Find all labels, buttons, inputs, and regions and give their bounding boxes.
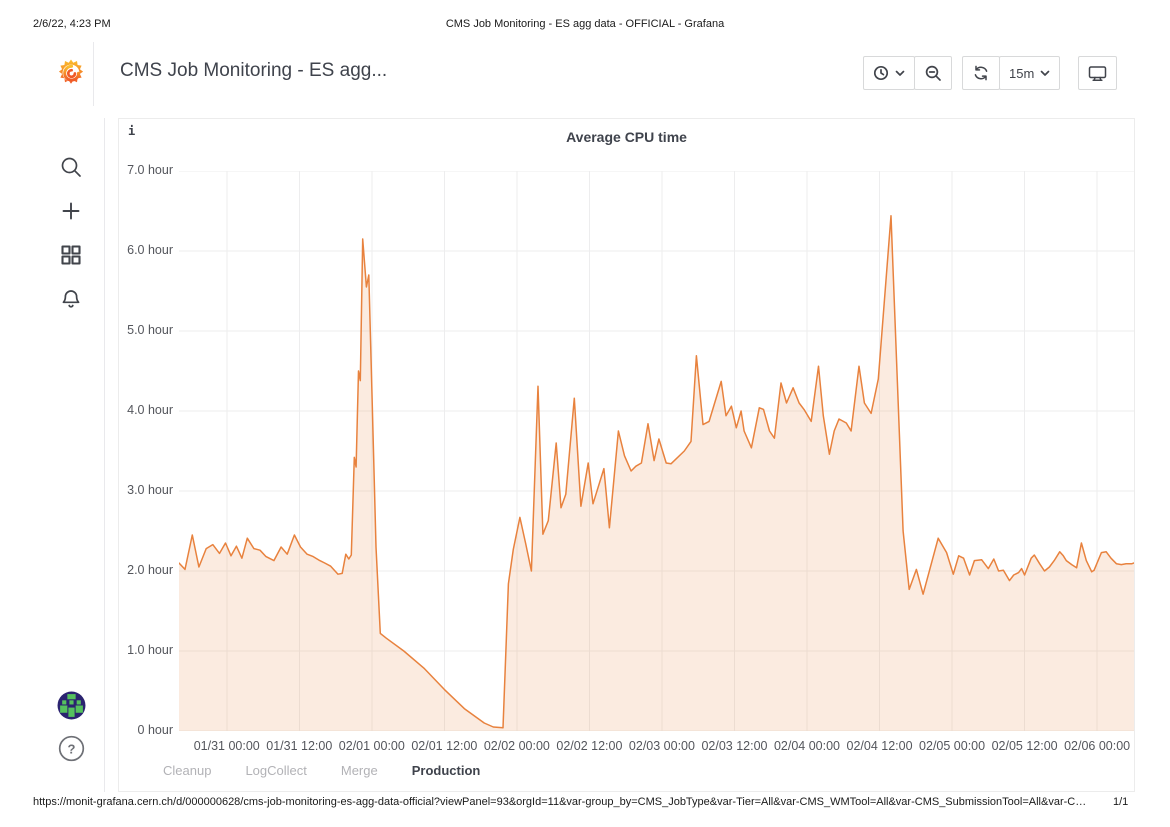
x-axis-label: 01/31 00:00 <box>193 739 260 753</box>
panel-info-icon[interactable]: i <box>128 124 136 138</box>
print-footer-page: 1/1 <box>1113 796 1129 808</box>
panel-title[interactable]: Average CPU time <box>566 129 687 145</box>
series-line-production <box>179 215 1134 729</box>
monitor-icon <box>1088 65 1107 81</box>
sidebar-item-profile[interactable] <box>53 687 89 723</box>
x-axis-label: 02/02 12:00 <box>556 739 623 753</box>
sidebar-item-dashboards[interactable] <box>53 237 89 273</box>
y-axis-label: 4.0 hour <box>127 403 173 417</box>
refresh-controls-group: 15m <box>962 56 1061 90</box>
x-axis-label: 01/31 12:00 <box>266 739 333 753</box>
view-controls-group <box>1078 56 1117 90</box>
x-axis-label: 02/01 00:00 <box>338 739 405 753</box>
x-axis-label: 02/01 12:00 <box>411 739 478 753</box>
sidebar-item-search[interactable] <box>53 149 89 185</box>
y-axis-label: 7.0 hour <box>127 163 173 177</box>
navbar-divider <box>93 42 94 106</box>
zoom-out-button[interactable] <box>914 56 952 90</box>
x-axis-label: 02/05 00:00 <box>919 739 986 753</box>
x-axis-label: 02/06 00:00 <box>1064 739 1131 753</box>
print-footer-url: https://monit-grafana.cern.ch/d/00000062… <box>33 796 1087 808</box>
print-header-doc-title: CMS Job Monitoring - ES agg data - OFFIC… <box>445 18 725 30</box>
plus-icon <box>62 202 80 220</box>
grafana-logo[interactable] <box>53 55 89 91</box>
time-picker-button[interactable] <box>863 56 915 90</box>
clock-icon <box>873 65 889 81</box>
legend-item-logcollect[interactable]: LogCollect <box>245 763 307 778</box>
sidebar-item-help[interactable]: ? <box>53 730 89 766</box>
time-controls-group <box>863 56 952 90</box>
user-avatar <box>57 691 85 719</box>
print-header-timestamp: 2/6/22, 4:23 PM <box>33 18 111 30</box>
dashboards-grid-icon <box>61 245 81 265</box>
y-axis-label: 5.0 hour <box>127 323 173 337</box>
sidebar-border <box>104 118 105 792</box>
x-axis-label: 02/03 00:00 <box>628 739 695 753</box>
x-axis-label: 02/05 12:00 <box>991 739 1058 753</box>
refresh-interval-picker[interactable]: 15m <box>999 56 1061 90</box>
help-icon: ? <box>58 735 84 761</box>
legend-item-production[interactable]: Production <box>411 763 481 778</box>
zoom-out-icon <box>925 65 941 81</box>
y-axis-label: 6.0 hour <box>127 243 173 257</box>
legend-item-merge[interactable]: Merge <box>340 763 378 778</box>
dashboard-title[interactable]: CMS Job Monitoring - ES agg... <box>120 60 388 81</box>
cycle-view-mode-button[interactable] <box>1078 56 1117 90</box>
y-axis-label: 1.0 hour <box>127 643 173 657</box>
legend-item-cleanup[interactable]: Cleanup <box>163 763 212 778</box>
timeseries-plot <box>179 171 1134 731</box>
y-axis-label: 2.0 hour <box>127 563 173 577</box>
chart-panel: i Average CPU time Cleanup LogCollect Merg… <box>118 118 1135 792</box>
help-glyph: ? <box>67 741 75 756</box>
grafana-logo-icon <box>58 59 84 84</box>
series-area-production <box>179 215 1134 731</box>
chevron-down-icon <box>1040 70 1050 76</box>
x-axis-label: 02/04 12:00 <box>846 739 913 753</box>
x-axis-label: 02/03 12:00 <box>701 739 768 753</box>
sidebar-item-create[interactable] <box>53 193 89 229</box>
sidebar-item-alerting[interactable] <box>53 281 89 317</box>
y-axis-label: 0 hour <box>137 723 173 737</box>
alerting-bell-icon <box>62 290 80 308</box>
refresh-button[interactable] <box>962 56 1000 90</box>
search-icon <box>61 157 81 177</box>
chart-legend: Cleanup LogCollect Merge Production <box>163 763 480 778</box>
chevron-down-icon <box>895 70 905 76</box>
y-axis-label: 3.0 hour <box>127 483 173 497</box>
refresh-icon <box>974 65 988 81</box>
x-axis-label: 02/04 00:00 <box>773 739 841 753</box>
x-axis-label: 02/02 00:00 <box>483 739 550 753</box>
refresh-interval-label: 15m <box>1009 65 1035 81</box>
